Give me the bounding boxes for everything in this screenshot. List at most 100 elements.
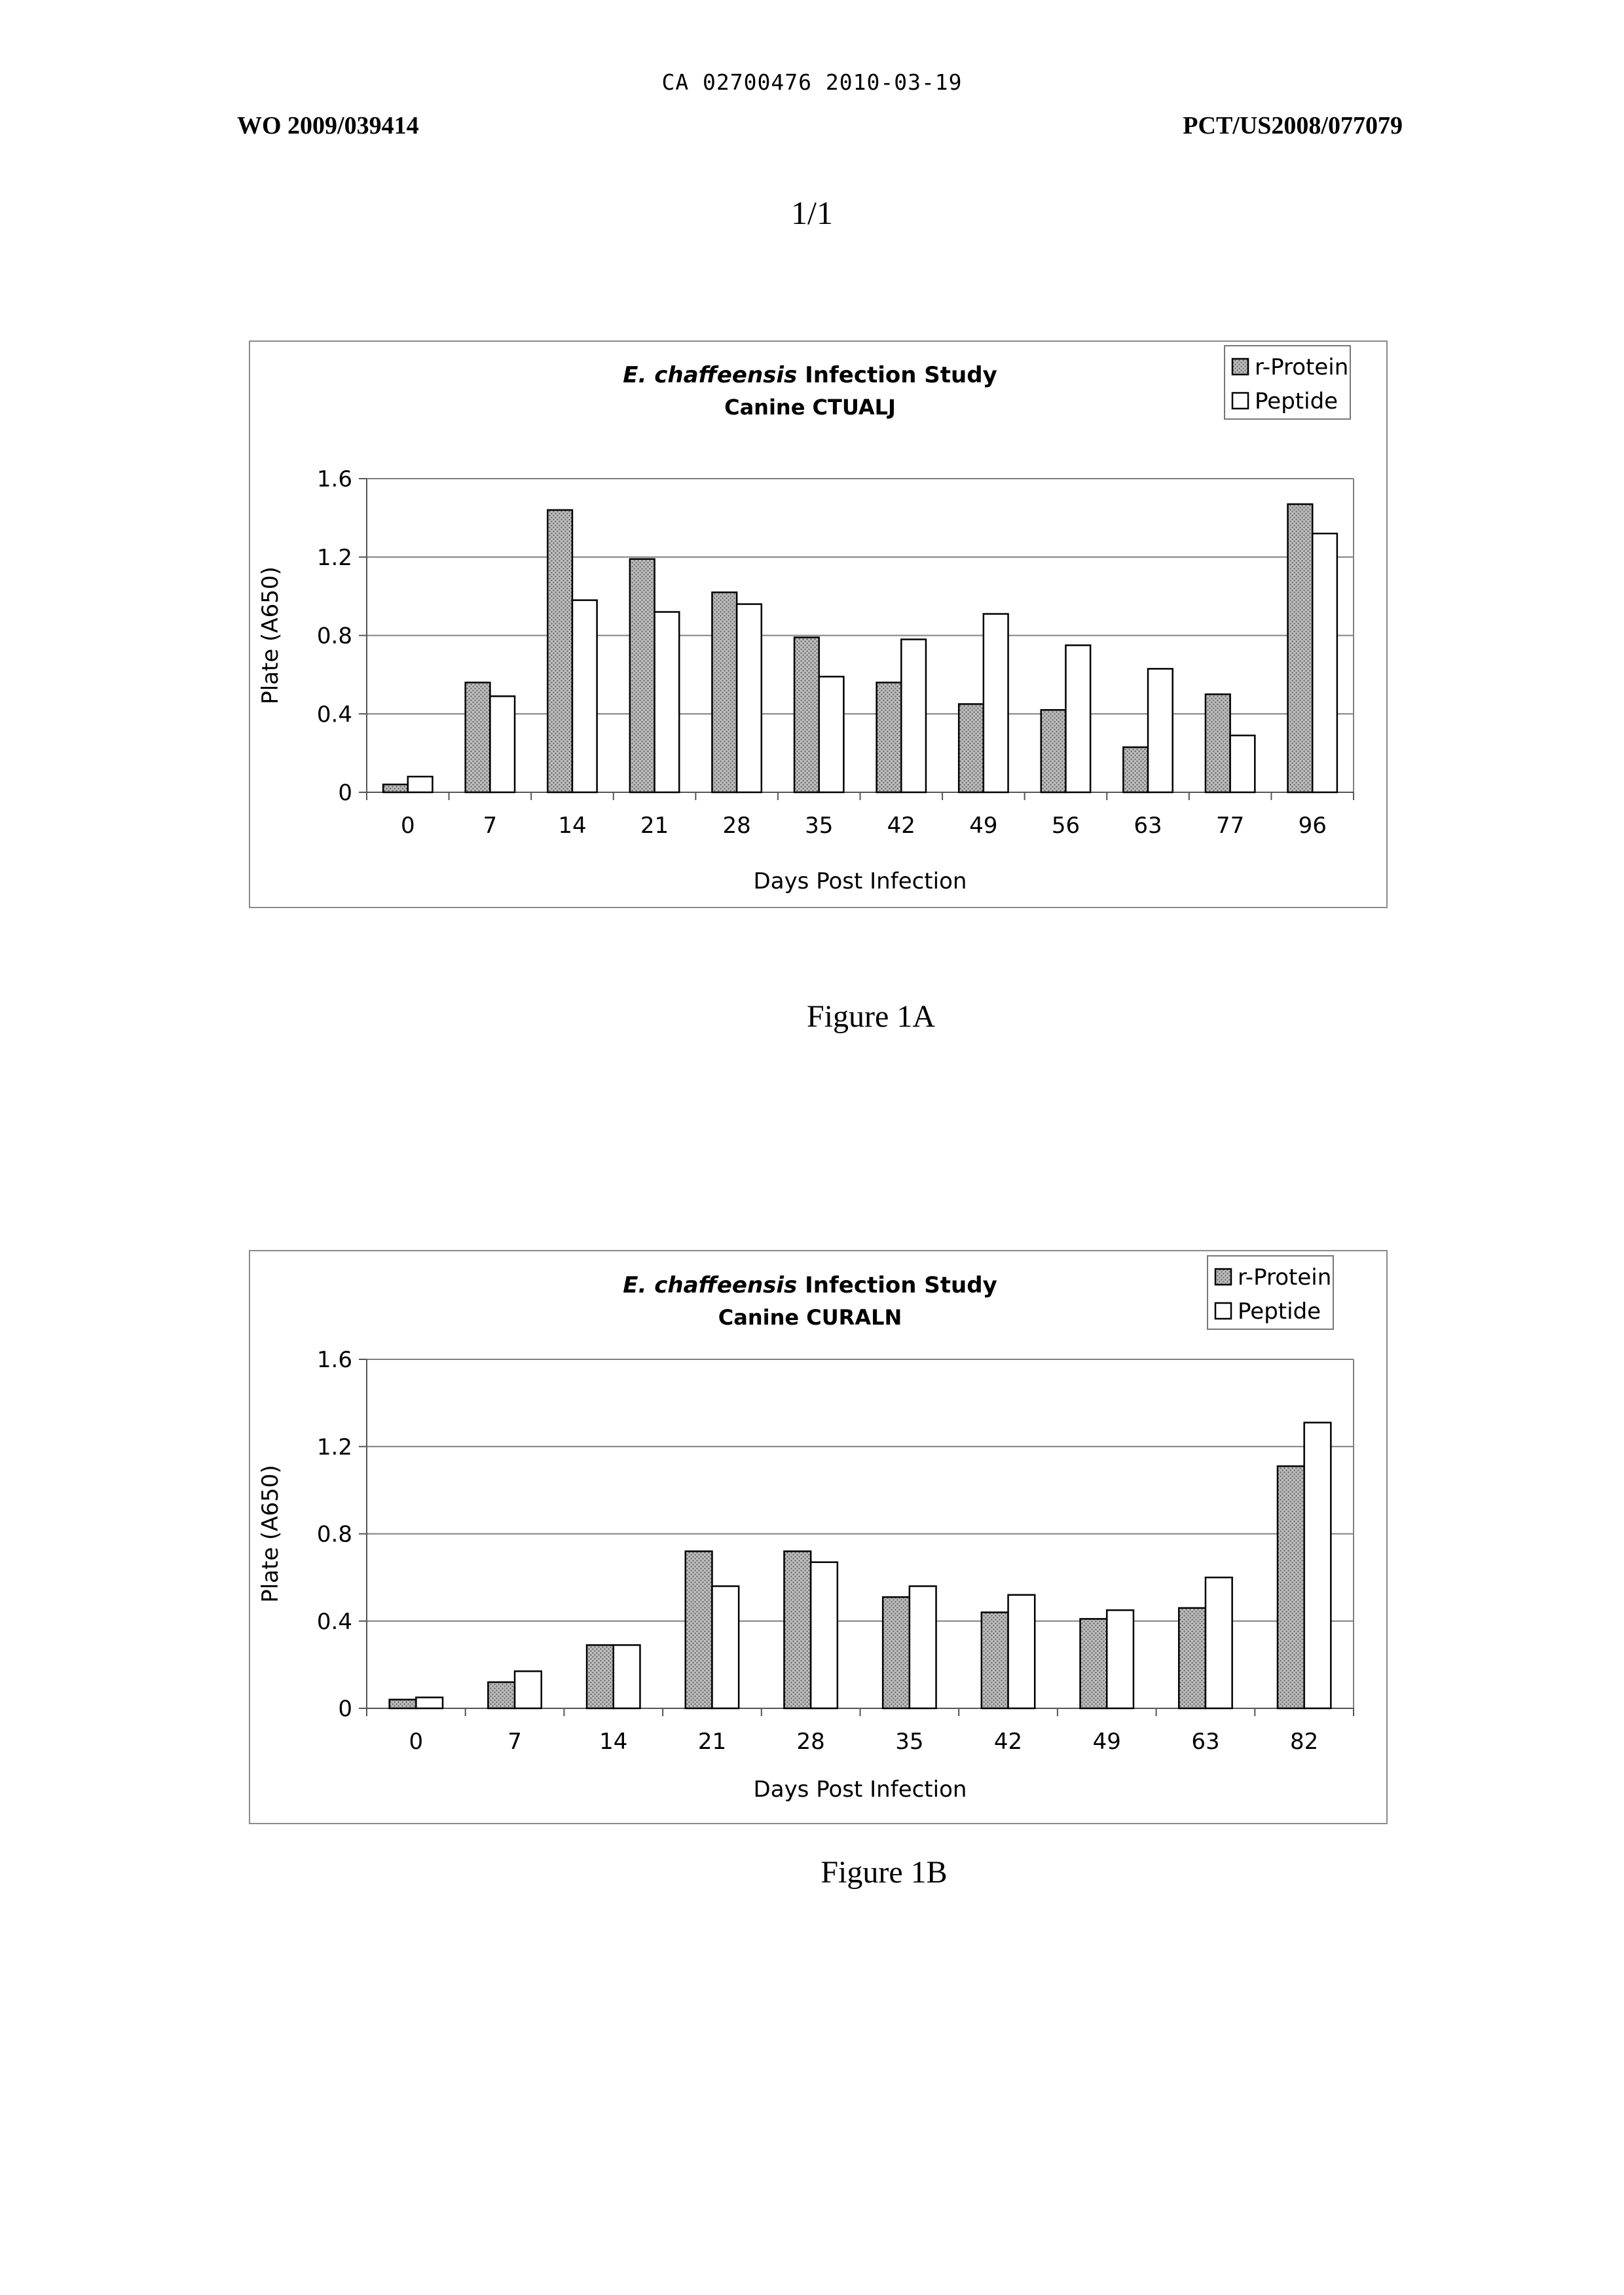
chart-subtitle: Canine CTUALJ [724, 395, 896, 420]
publication-number: WO 2009/039414 [237, 111, 419, 140]
chart-subtitle: Canine CURALN [718, 1305, 902, 1330]
y-tick-label: 0.4 [317, 1609, 352, 1635]
x-tick-label: 35 [895, 1729, 923, 1755]
bar-r-protein [630, 559, 655, 792]
y-tick-label: 1.2 [317, 1434, 352, 1460]
bar-peptide [655, 612, 680, 792]
x-tick-label: 82 [1290, 1729, 1318, 1755]
bar-peptide [819, 676, 844, 792]
bar-r-protein [466, 682, 490, 792]
page-number: 1/1 [0, 194, 1624, 232]
bar-peptide [1008, 1595, 1035, 1708]
bar-peptide [416, 1697, 443, 1708]
legend-swatch-r-protein [1232, 359, 1248, 375]
bar-peptide [515, 1671, 542, 1708]
bar-r-protein [883, 1597, 910, 1708]
x-tick-label: 0 [401, 813, 415, 839]
x-axis-label: Days Post Infection [754, 1776, 967, 1803]
bar-r-protein [1080, 1619, 1107, 1708]
chart-title-rest: Infection Study [797, 362, 997, 388]
bar-peptide [490, 696, 515, 792]
x-tick-label: 28 [797, 1729, 825, 1755]
bar-r-protein [587, 1645, 614, 1708]
bar-peptide [1312, 534, 1337, 792]
chart-title: E. chaffeensis Infection Study [623, 362, 997, 388]
bar-r-protein [1288, 504, 1313, 792]
y-tick-label: 0.8 [317, 623, 352, 650]
bar-r-protein [959, 704, 984, 792]
chart-title-italic: E. chaffeensis [623, 362, 797, 388]
bar-peptide [1065, 645, 1090, 792]
legend-label-peptide: Peptide [1238, 1298, 1321, 1325]
chart-title: E. chaffeensis Infection Study [623, 1272, 997, 1298]
bar-r-protein [1278, 1466, 1304, 1708]
x-tick-label: 21 [640, 813, 669, 839]
x-tick-label: 63 [1134, 813, 1162, 839]
x-tick-label: 42 [994, 1729, 1022, 1755]
bar-r-protein [383, 784, 408, 792]
bar-peptide [614, 1645, 640, 1708]
bar-r-protein [686, 1551, 712, 1708]
chart-figure-1a-svg: E. chaffeensis Infection Study Canine CTU… [250, 342, 1386, 907]
bar-peptide [712, 1586, 739, 1708]
y-axis-label: Plate (A650) [257, 566, 284, 705]
bar-r-protein [1179, 1608, 1206, 1708]
x-tick-label: 77 [1216, 813, 1244, 839]
x-tick-label: 96 [1299, 813, 1327, 839]
bar-r-protein [712, 593, 737, 792]
bar-r-protein [1206, 694, 1230, 792]
bar-peptide [811, 1562, 838, 1708]
bar-r-protein [784, 1551, 811, 1708]
bar-r-protein [877, 682, 902, 792]
x-tick-label: 56 [1052, 813, 1080, 839]
application-number: PCT/US2008/077079 [1183, 111, 1403, 140]
bar-peptide [1148, 669, 1173, 792]
legend-label-r-protein: r-Protein [1255, 354, 1348, 380]
bar-peptide [984, 614, 1008, 792]
x-tick-label: 7 [483, 813, 498, 839]
bar-r-protein [794, 637, 819, 792]
document-id: CA 02700476 2010-03-19 [0, 69, 1624, 95]
legend-swatch-r-protein [1215, 1269, 1231, 1285]
y-tick-label: 0.8 [317, 1522, 352, 1548]
bar-peptide [1304, 1423, 1331, 1708]
bar-r-protein [488, 1682, 515, 1708]
legend-swatch-peptide [1232, 393, 1248, 409]
x-tick-label: 28 [722, 813, 750, 839]
figure-1b-caption: Figure 1B [72, 1854, 1624, 1890]
x-tick-label: 0 [409, 1729, 424, 1755]
x-tick-label: 7 [507, 1729, 522, 1755]
y-tick-label: 1.2 [317, 545, 352, 571]
bar-peptide [572, 600, 597, 792]
bar-r-protein [390, 1700, 416, 1708]
bar-peptide [910, 1586, 936, 1708]
x-tick-label: 14 [558, 813, 586, 839]
legend-label-r-protein: r-Protein [1238, 1264, 1331, 1291]
bar-peptide [901, 639, 926, 792]
bar-peptide [737, 604, 762, 792]
y-tick-label: 0.4 [317, 701, 352, 727]
x-tick-label: 35 [805, 813, 833, 839]
chart-figure-1a: E. chaffeensis Infection Study Canine CTU… [249, 340, 1388, 908]
chart-figure-1b-svg: E. chaffeensis Infection Study Canine CUR… [250, 1251, 1386, 1823]
chart-title-italic: E. chaffeensis [623, 1272, 797, 1298]
bar-peptide [1230, 735, 1255, 792]
bar-r-protein [982, 1612, 1008, 1708]
x-tick-label: 49 [969, 813, 997, 839]
y-tick-label: 0 [338, 780, 352, 806]
chart-title-rest: Infection Study [797, 1272, 997, 1298]
bar-r-protein [1041, 710, 1066, 792]
x-tick-label: 49 [1093, 1729, 1121, 1755]
bar-r-protein [547, 510, 572, 792]
y-axis-label: Plate (A650) [257, 1465, 284, 1603]
bar-peptide [1107, 1610, 1134, 1708]
y-tick-label: 1.6 [317, 466, 352, 492]
chart-figure-1b: E. chaffeensis Infection Study Canine CUR… [249, 1250, 1388, 1824]
x-tick-label: 42 [887, 813, 915, 839]
bar-peptide [408, 777, 433, 792]
y-tick-label: 0 [338, 1696, 352, 1722]
x-tick-label: 63 [1191, 1729, 1219, 1755]
legend-swatch-peptide [1215, 1303, 1231, 1319]
figure-1a-caption: Figure 1A [59, 999, 1624, 1035]
x-tick-label: 21 [698, 1729, 726, 1755]
